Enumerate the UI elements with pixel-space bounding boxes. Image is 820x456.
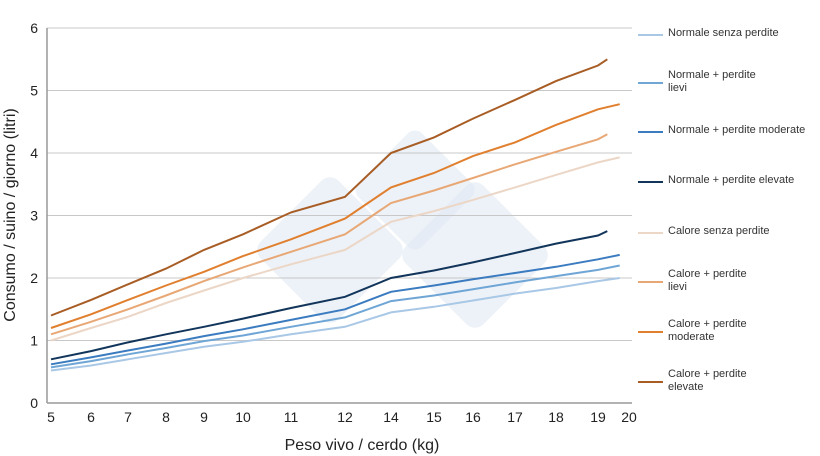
x-axis-label: Peso vivo / cerdo (kg) (285, 437, 440, 454)
legend-label: Calore + perdite (668, 268, 747, 280)
legend-label: Normale senza perdite (668, 27, 779, 39)
series-line-3 (50, 253, 620, 366)
y-tick-label: 1 (30, 333, 38, 349)
x-tick-label: 17 (507, 409, 523, 425)
x-tick-label: 5 (47, 409, 55, 425)
y-tick-label: 3 (30, 208, 38, 224)
x-tick-label: 18 (548, 409, 564, 425)
x-tick-label: 9 (200, 409, 208, 425)
x-tick-label: 6 (87, 409, 95, 425)
legend-item: Calore + perdite moderate (668, 318, 818, 344)
watermark-logo (257, 130, 548, 328)
series-line-8 (50, 58, 608, 317)
legend-swatch (638, 232, 663, 234)
x-tick-label: 19 (590, 409, 606, 425)
y-axis-label: Consumo / suino / giorno (litri) (2, 108, 19, 321)
x-tick-label: 14 (383, 409, 399, 425)
legend-label-cont: elevate (668, 381, 704, 393)
legend-swatch (638, 82, 663, 84)
legend-item: Normale + perdite lievi (668, 69, 818, 95)
legend-swatch (638, 331, 663, 333)
y-tick-label: 6 (30, 20, 38, 36)
y-tick-label: 5 (30, 83, 38, 99)
legend-label: Normale + perdite (668, 69, 756, 81)
x-tick-label: 20 (621, 409, 637, 425)
series-line-4 (50, 230, 608, 361)
legend-label: Normale + perdite elevate (668, 174, 795, 186)
legend-swatch (638, 181, 663, 183)
x-tick-label: 7 (124, 409, 132, 425)
legend-swatch (638, 381, 663, 383)
x-tick-label: 8 (162, 409, 170, 425)
series-line-2 (50, 264, 620, 369)
x-tick-label: 16 (465, 409, 481, 425)
legend-label: Normale + perdite moderate (668, 124, 806, 136)
x-tick-label: 11 (284, 409, 299, 425)
legend-swatch (638, 131, 663, 133)
series-line-6 (50, 133, 608, 336)
legend-label-cont: lievi (668, 82, 687, 94)
legend-swatch (638, 281, 663, 283)
series-line-7 (50, 103, 620, 329)
x-tick-label: 15 (426, 409, 442, 425)
legend-label: Calore senza perdite (668, 225, 770, 237)
legend-swatch (638, 34, 663, 36)
legend-item: Calore + perdite lievi (668, 268, 818, 294)
legend-item: Normale senza perdite (668, 27, 818, 40)
series-line-5 (50, 156, 620, 342)
y-tick-label: 0 (30, 395, 38, 411)
series-line-1 (50, 277, 620, 372)
legend-item: Calore senza perdite (668, 225, 818, 238)
legend-label-cont: moderate (668, 331, 715, 343)
y-tick-label: 4 (30, 145, 38, 161)
legend-item: Normale + perdite moderate (668, 124, 818, 137)
legend-label-cont: lievi (668, 281, 687, 293)
legend-item: Normale + perdite elevate (668, 174, 818, 187)
x-tick-label: 10 (235, 409, 251, 425)
legend-item: Calore + perdite elevate (668, 368, 818, 394)
x-tick-label: 12 (337, 409, 353, 425)
legend-label: Calore + perdite (668, 368, 747, 380)
legend-label: Calore + perdite (668, 318, 747, 330)
y-tick-label: 2 (30, 270, 38, 286)
